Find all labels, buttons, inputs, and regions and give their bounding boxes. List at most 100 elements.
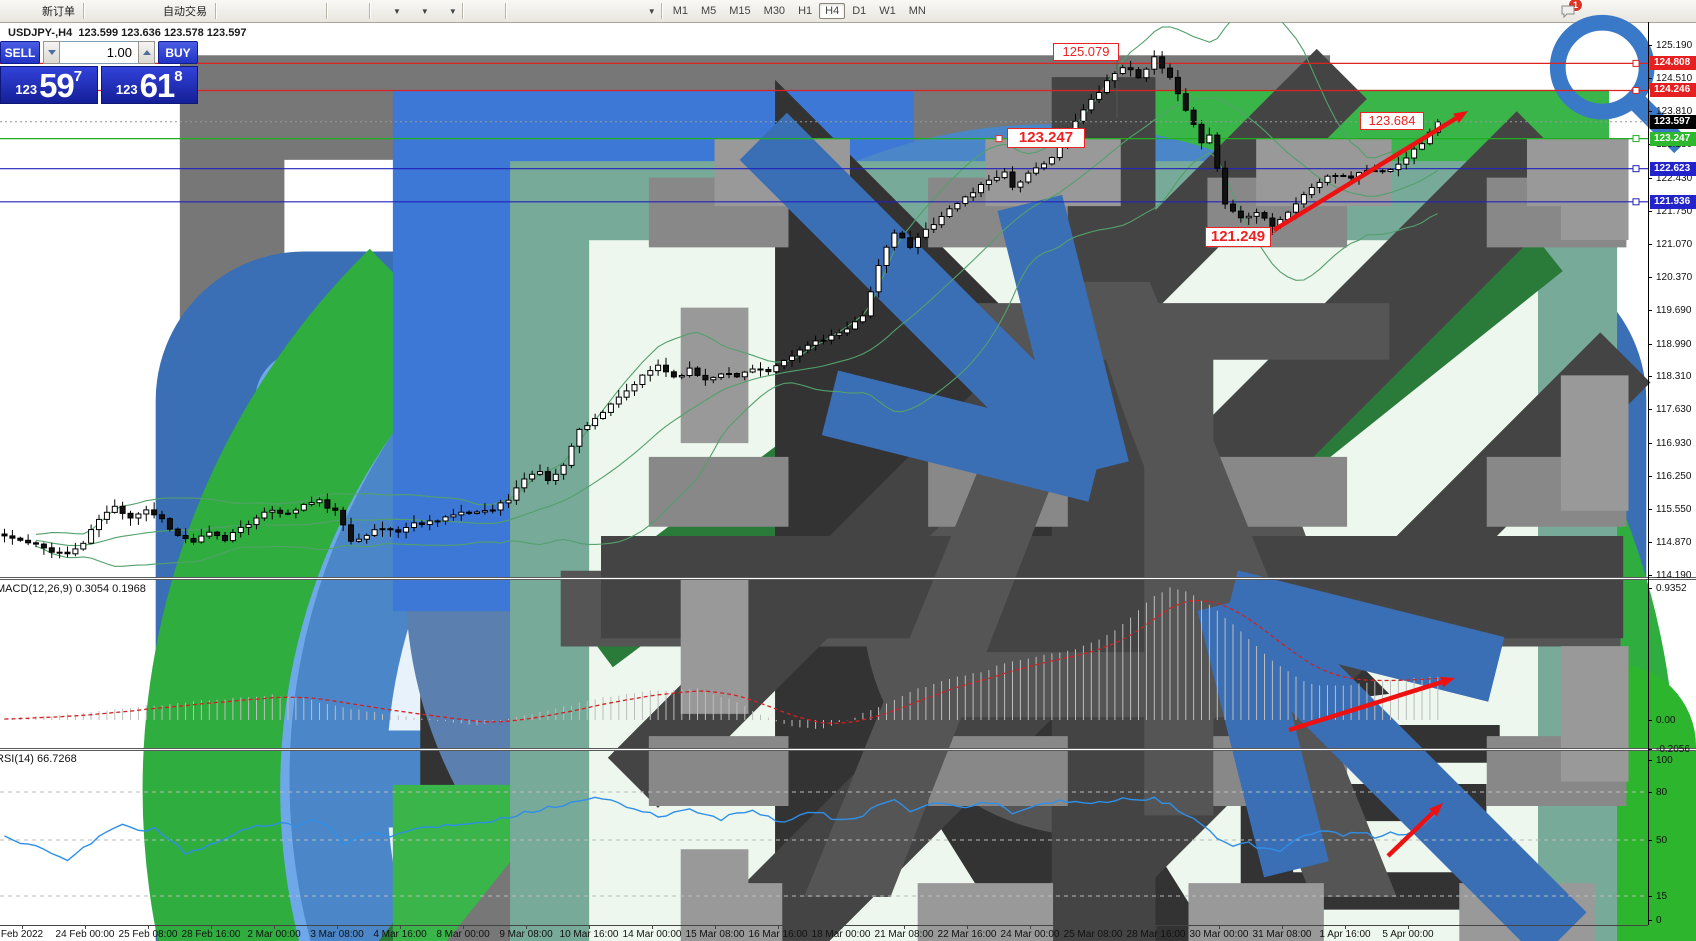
price-tick-label: 122.430 [1656, 173, 1693, 184]
price-tick-label: 121.070 [1656, 239, 1693, 250]
price-tick-label: 118.310 [1656, 371, 1692, 382]
add-indicator-icon[interactable] [375, 3, 1696, 941]
main-price-chart[interactable] [0, 22, 1648, 578]
time-tick-label: 21 Mar 08:00 [874, 929, 934, 940]
price-tick-label: 125.190 [1656, 40, 1693, 51]
candlestick-chart-type-icon[interactable] [238, 3, 1378, 941]
signals-icon[interactable] [123, 3, 1677, 941]
time-tick-label: Feb 2022 [0, 929, 44, 940]
zoom-out-icon[interactable] [289, 3, 1364, 941]
time-tick-label: 5 Apr 00:00 [1382, 929, 1434, 940]
ask-big-digits: 61 [139, 67, 176, 104]
down-arrow-icon [47, 50, 56, 55]
time-tick [400, 925, 401, 929]
ask-pip-digit: 8 [174, 68, 183, 85]
bid-price-display[interactable]: 123 59 7 [0, 66, 98, 104]
tab-h4[interactable]: H4 [819, 3, 846, 19]
rsi-indicator-panel[interactable] [0, 751, 1648, 925]
price-axis-line [1648, 22, 1649, 925]
separator [326, 3, 328, 19]
axis-tick [1648, 840, 1652, 841]
tab-d1[interactable]: D1 [852, 5, 867, 17]
volume-input[interactable] [60, 41, 138, 64]
panel-separator[interactable] [0, 577, 1696, 580]
zoom-in-icon[interactable] [272, 3, 1349, 941]
rsi-tick-label: 50 [1656, 835, 1668, 846]
arrows-tool-caret[interactable]: ▼ [647, 6, 656, 16]
horizontal-line-tool-icon[interactable] [528, 3, 1623, 639]
periods-caret[interactable]: ▼ [420, 6, 429, 16]
price-callout[interactable]: 123.247 [1007, 128, 1085, 148]
label-tool-icon[interactable]: T [613, 3, 1629, 941]
line-chart-type-icon[interactable] [255, 3, 1564, 941]
periods-clock-icon[interactable] [403, 3, 1575, 941]
chart-title: USDJPY-,H4 123.599 123.636 123.578 123.5… [8, 27, 247, 39]
rsi-tick-label: 15 [1656, 891, 1668, 902]
axis-tick [1648, 443, 1652, 444]
text-tool-icon[interactable]: A [596, 3, 1403, 941]
autoscroll-icon[interactable] [332, 3, 1399, 941]
rsi-tick-label: 100 [1656, 755, 1673, 766]
template-caret[interactable]: ▼ [448, 6, 457, 16]
chart-icon[interactable] [2, 3, 1061, 941]
tab-h1[interactable]: H1 [798, 5, 813, 17]
tab-m15[interactable]: M15 [729, 5, 751, 17]
rsi-bottom-border [0, 925, 1648, 926]
tab-mn[interactable]: MN [908, 5, 926, 17]
add-indicator-caret[interactable]: ▼ [393, 6, 401, 16]
new-order-button[interactable]: 新订单 [19, 1, 1696, 941]
sell-button[interactable]: SELL [0, 41, 40, 64]
notifications-icon[interactable]: 1 [1560, 0, 1583, 19]
axis-tick [1648, 211, 1652, 212]
tab-m5[interactable]: M5 [700, 5, 717, 17]
up-arrow-icon [142, 50, 151, 55]
bar-chart-type-icon[interactable] [221, 3, 1374, 941]
search-icon[interactable] [1538, 3, 1689, 154]
fibonacci-tool-icon[interactable]: F [579, 3, 1627, 941]
volume-up-button[interactable] [138, 41, 155, 64]
time-tick [841, 925, 842, 929]
bid-small-digits: 123 [15, 82, 38, 97]
chart-shift-icon[interactable] [349, 3, 1612, 941]
tab-m30[interactable]: M30 [763, 5, 786, 17]
tile-windows-icon[interactable] [306, 3, 1610, 941]
price-callout[interactable]: 125.079 [1053, 43, 1119, 61]
market-icon[interactable] [89, 3, 1496, 941]
macd-indicator-panel[interactable] [0, 581, 1648, 748]
macd-tick-label: 0.00 [1656, 715, 1676, 726]
ohlc-values: 123.599 123.636 123.578 123.597 [78, 27, 247, 39]
axis-tick [1648, 409, 1652, 410]
autotrade-button[interactable]: 自动交易 [140, 1, 1572, 941]
price-callout[interactable]: 121.249 [1205, 227, 1271, 247]
crosshair-icon[interactable] [485, 3, 1621, 941]
rsi-tick-label: 80 [1656, 787, 1668, 798]
axis-tick [1648, 920, 1652, 921]
time-tick-label: 22 Mar 16:00 [937, 929, 997, 940]
panel-separator[interactable] [0, 748, 1696, 751]
time-tick-label: 4 Mar 16:00 [373, 929, 427, 940]
time-tick-label: 16 Mar 16:00 [748, 929, 808, 940]
time-tick-label: 28 Mar 16:00 [1126, 929, 1186, 940]
cursor-icon[interactable] [468, 3, 1389, 941]
axis-tick [1648, 749, 1652, 750]
buy-button[interactable]: BUY [158, 41, 198, 64]
price-tick-label: 114.870 [1656, 537, 1692, 548]
ask-price-display[interactable]: 123 61 8 [100, 66, 198, 104]
separator [461, 3, 464, 19]
template-icon[interactable] [431, 3, 1617, 941]
axis-tick [1648, 896, 1652, 897]
price-callout[interactable]: 123.684 [1360, 112, 1424, 130]
community-icon[interactable] [106, 3, 1647, 941]
tab-m1[interactable]: M1 [672, 5, 688, 17]
time-tick-label: 18 Mar 00:00 [811, 929, 871, 940]
volume-down-button[interactable] [43, 41, 60, 64]
axis-tick [1648, 720, 1652, 721]
autotrade-globe-icon [144, 3, 1572, 941]
tab-w1[interactable]: W1 [879, 5, 896, 17]
trendline-tool-icon[interactable] [545, 3, 1588, 941]
vertical-line-tool-icon[interactable] [511, 3, 1156, 941]
time-tick [85, 925, 86, 929]
arrows-tool-icon[interactable] [630, 3, 1587, 941]
channel-tool-icon[interactable]: E [562, 3, 1651, 941]
time-tick [589, 925, 590, 929]
